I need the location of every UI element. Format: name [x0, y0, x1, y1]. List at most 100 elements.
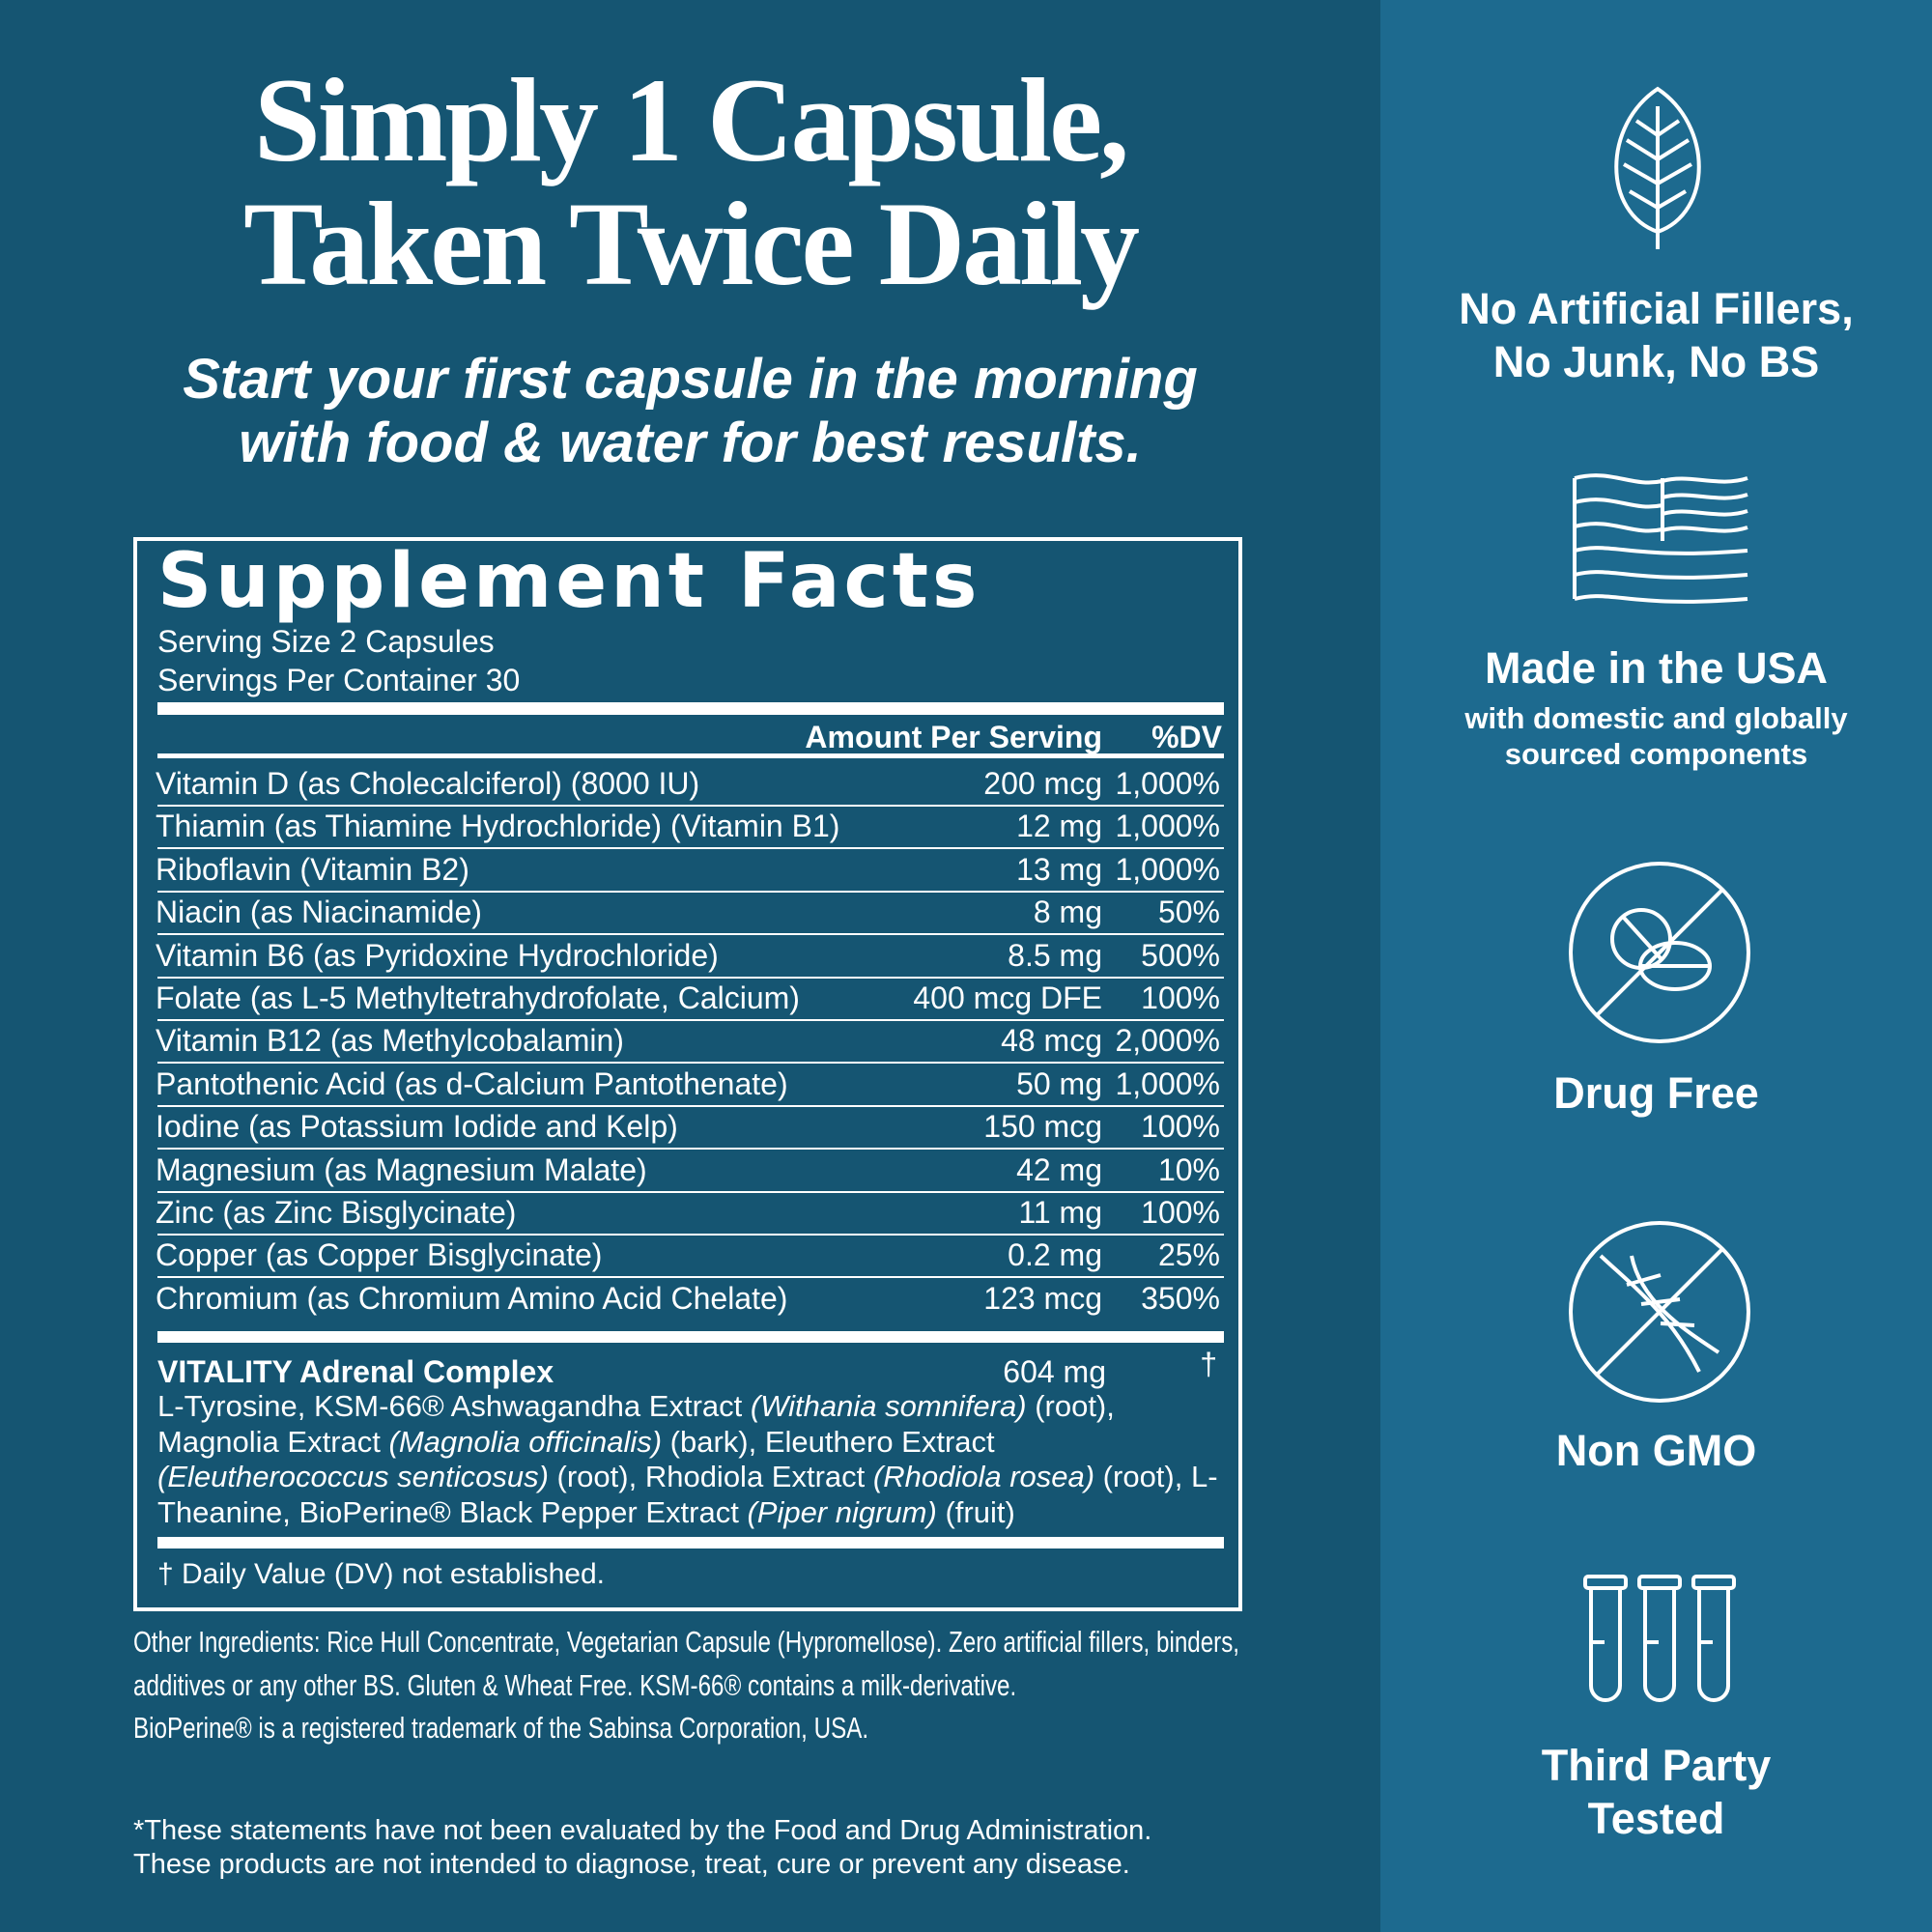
disclaimer: These products are not intended to diagn… [133, 1849, 1130, 1880]
divider [157, 1019, 1224, 1021]
nutrient-dv: 25% [1157, 1237, 1220, 1273]
ingredient-text: L-Tyrosine, KSM-66® Ashwagandha Extract [157, 1389, 751, 1423]
feature-title: Non GMO [1555, 1426, 1757, 1475]
nutrient-name: Zinc (as Zinc Bisglycinate) [156, 1195, 517, 1230]
nutrient-amount: 123 mcg [983, 1280, 1102, 1316]
ingredient-text: (Withania somnifera) [750, 1389, 1027, 1423]
nutrient-name: Vitamin D (as Cholecalciferol) (8000 IU) [156, 766, 700, 801]
nutrient-amount: 400 mcg DFE [913, 980, 1102, 1015]
servings-per-container: Servings Per Container 30 [157, 663, 521, 697]
divider [157, 890, 1224, 893]
nutrient-name: Chromium (as Chromium Amino Acid Chelate… [156, 1280, 788, 1316]
feature-title: Tested [1587, 1794, 1725, 1843]
divider [157, 702, 1224, 715]
nutrient-name: Niacin (as Niacinamide) [156, 895, 482, 930]
nutrient-amount: 0.2 mg [1008, 1237, 1102, 1273]
nutrient-name: Thiamin (as Thiamine Hydrochloride) (Vit… [156, 809, 840, 844]
nutrient-amount: 48 mcg [1001, 1023, 1102, 1059]
divider [157, 1276, 1224, 1279]
divider [157, 1537, 1224, 1548]
ingredient-text: (Rhodiola rosea) [872, 1460, 1095, 1493]
nutrient-dv: 500% [1141, 937, 1220, 973]
leaf-icon [1614, 86, 1701, 249]
nutrient-name: Pantothenic Acid (as d-Calcium Pantothen… [156, 1065, 788, 1101]
feature-title: No Junk, No BS [1492, 337, 1820, 386]
feature-subtitle: with domestic and globally [1464, 701, 1848, 735]
divider [157, 753, 1224, 758]
feature-title: No Artificial Fillers, [1459, 284, 1854, 333]
nutrient-name: Vitamin B12 (as Methylcobalamin) [156, 1023, 624, 1059]
ingredient-text: (Eleutherococcus senticosus) [157, 1460, 549, 1493]
nutrient-name: Riboflavin (Vitamin B2) [156, 851, 469, 887]
ingredient-text: (Piper nigrum) [747, 1494, 937, 1529]
complex-amount: 604 mg [1003, 1354, 1106, 1389]
other-ingredients: additives or any other BS. Gluten & Whea… [133, 1667, 1017, 1702]
other-ingredients: Other Ingredients: Rice Hull Concentrate… [133, 1625, 1240, 1659]
complex-dv: † [1200, 1347, 1217, 1381]
nutrient-dv: 1,000% [1115, 851, 1220, 887]
ingredient-text: (root), Magnolia Extract [157, 1389, 1115, 1459]
nutrient-amount: 13 mg [1016, 851, 1102, 887]
nutrient-dv: 100% [1141, 1109, 1220, 1145]
nutrient-amount: 11 mg [1018, 1195, 1102, 1230]
ingredient-text: (bark), Eleuthero Extract [662, 1424, 995, 1459]
divider [157, 1190, 1224, 1193]
divider [157, 933, 1224, 936]
ingredient-text: (root), L-Theanine, BioPerine® Black Pep… [157, 1460, 1218, 1529]
test-tubes-icon [1583, 1575, 1736, 1702]
disclaimer: *These statements have not been evaluate… [133, 1815, 1152, 1846]
icons [1569, 86, 1750, 1702]
nutrient-name: Iodine (as Potassium Iodide and Kelp) [156, 1109, 678, 1145]
non-gmo-icon [1569, 1221, 1750, 1403]
column-dv: %DV [1151, 720, 1222, 754]
divider [157, 976, 1224, 979]
title-line: Simply 1 Capsule, [253, 54, 1129, 186]
divider [157, 1148, 1224, 1151]
divider [157, 805, 1224, 807]
nutrient-dv: 100% [1141, 1195, 1220, 1230]
facts-title: Supplement Facts [157, 538, 981, 625]
feature-subtitle: sourced components [1504, 737, 1808, 771]
drug-free-icon [1569, 862, 1750, 1043]
nutrient-name: Vitamin B6 (as Pyridoxine Hydrochloride) [156, 937, 719, 973]
ingredient-text: (fruit) [936, 1494, 1015, 1529]
divider [157, 1062, 1224, 1065]
other-ingredients: BioPerine® is a registered trademark of … [133, 1711, 869, 1745]
footnote: † Daily Value (DV) not established. [157, 1558, 606, 1590]
feature-title: Made in the USA [1484, 643, 1829, 693]
nutrient-name: Folate (as L-5 Methyltetrahydrofolate, C… [156, 980, 800, 1015]
divider [157, 1234, 1224, 1236]
nutrient-amount: 8 mg [1033, 895, 1102, 930]
feature-title: Drug Free [1553, 1068, 1759, 1118]
nutrient-dv: 1,000% [1115, 766, 1220, 801]
serving-size: Serving Size 2 Capsules [157, 624, 495, 659]
nutrient-amount: 42 mg [1016, 1151, 1102, 1187]
nutrient-dv: 350% [1141, 1280, 1220, 1316]
subtitle-line: with food & water for best results. [239, 412, 1142, 474]
nutrient-dv: 1,000% [1115, 809, 1220, 844]
divider [157, 1104, 1224, 1107]
feature-title: Third Party [1541, 1741, 1772, 1790]
column-amount: Amount Per Serving [805, 720, 1102, 754]
nutrient-dv: 50% [1157, 895, 1220, 930]
nutrient-name: Magnesium (as Magnesium Malate) [156, 1151, 647, 1187]
facts-box [133, 537, 1242, 1611]
complex-ingredients: L-Tyrosine, KSM-66® Ashwagandha Extract … [157, 1389, 1224, 1530]
nutrient-amount: 12 mg [1016, 809, 1102, 844]
ingredient-text: (Magnolia officinalis) [388, 1424, 663, 1459]
divider [157, 1331, 1224, 1343]
flag-icon [1573, 473, 1748, 604]
nutrient-dv: 1,000% [1115, 1065, 1220, 1101]
nutrient-amount: 200 mcg [983, 766, 1102, 801]
nutrient-dv: 10% [1157, 1151, 1220, 1187]
nutrient-dv: 2,000% [1115, 1023, 1220, 1059]
nutrient-dv: 100% [1141, 980, 1220, 1015]
nutrient-amount: 8.5 mg [1008, 937, 1102, 973]
nutrient-name: Copper (as Copper Bisglycinate) [156, 1237, 603, 1273]
divider [157, 847, 1224, 850]
complex-name: VITALITY Adrenal Complex [157, 1354, 554, 1389]
title-line: Taken Twice Daily [242, 178, 1140, 310]
nutrient-amount: 50 mg [1016, 1065, 1102, 1101]
subtitle-line: Start your first capsule in the morning [183, 348, 1198, 411]
